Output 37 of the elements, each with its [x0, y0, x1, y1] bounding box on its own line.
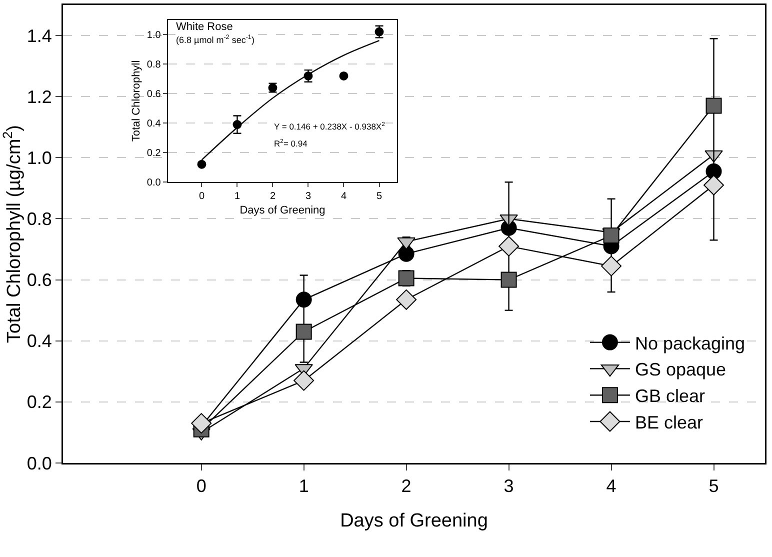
x-tick-label: 5: [376, 191, 382, 202]
y-tick-label: 0.6: [26, 270, 52, 290]
x-tick-label: 0: [198, 191, 205, 202]
y-tick-label: 0.8: [146, 60, 162, 71]
x-tick-label: 4: [340, 191, 347, 202]
legend-label: GS opaque: [634, 360, 726, 380]
y-tick-label: 0.2: [26, 392, 52, 412]
y-tick-label: 1.4: [26, 26, 52, 46]
annotation: Y = 0.146 + 0.238X - 0.938X$^{2}$: [274, 121, 385, 132]
legend-label: BE clear: [634, 412, 703, 433]
x-tick-label: 2: [270, 191, 276, 202]
annotation: R$^{2}$= 0.94: [274, 138, 308, 149]
x-tick-label: 4: [606, 476, 616, 496]
y-tick-label: 0.0: [146, 178, 162, 188]
x-axis-title: Days of Greening: [340, 510, 488, 532]
y-tick-label: 1.2: [26, 86, 52, 107]
x-tick-label: 1: [298, 476, 309, 496]
x-tick-label: 3: [504, 476, 514, 496]
y-tick-label: 0.8: [26, 209, 52, 230]
x-tick-label: 5: [708, 476, 719, 496]
x-tick-label: 3: [305, 191, 312, 202]
legend-label: No packaging: [634, 333, 746, 354]
annotation: White Rose: [176, 21, 233, 33]
annotation: (6.8 µmol m$^{-2}$ sec$^{-1}$): [176, 34, 254, 45]
x-tick-label: 1: [234, 191, 240, 202]
y-tick-label: 1.0: [26, 148, 52, 168]
y-tick-label: 0.4: [26, 331, 52, 352]
x-tick-label: 0: [196, 476, 206, 496]
x-tick-label: 2: [401, 476, 412, 496]
y-tick-label: 0.0: [26, 453, 52, 474]
y-tick-label: 1.0: [146, 30, 162, 42]
legend-label: GB clear: [634, 386, 705, 406]
y-axis-title: Total Chlorophyll: [130, 60, 143, 142]
y-tick-label: 0.2: [146, 148, 162, 160]
x-axis-title: Days of Greening: [240, 204, 326, 216]
y-tick-label: 0.4: [146, 118, 162, 130]
y-tick-label: 0.6: [146, 89, 162, 100]
